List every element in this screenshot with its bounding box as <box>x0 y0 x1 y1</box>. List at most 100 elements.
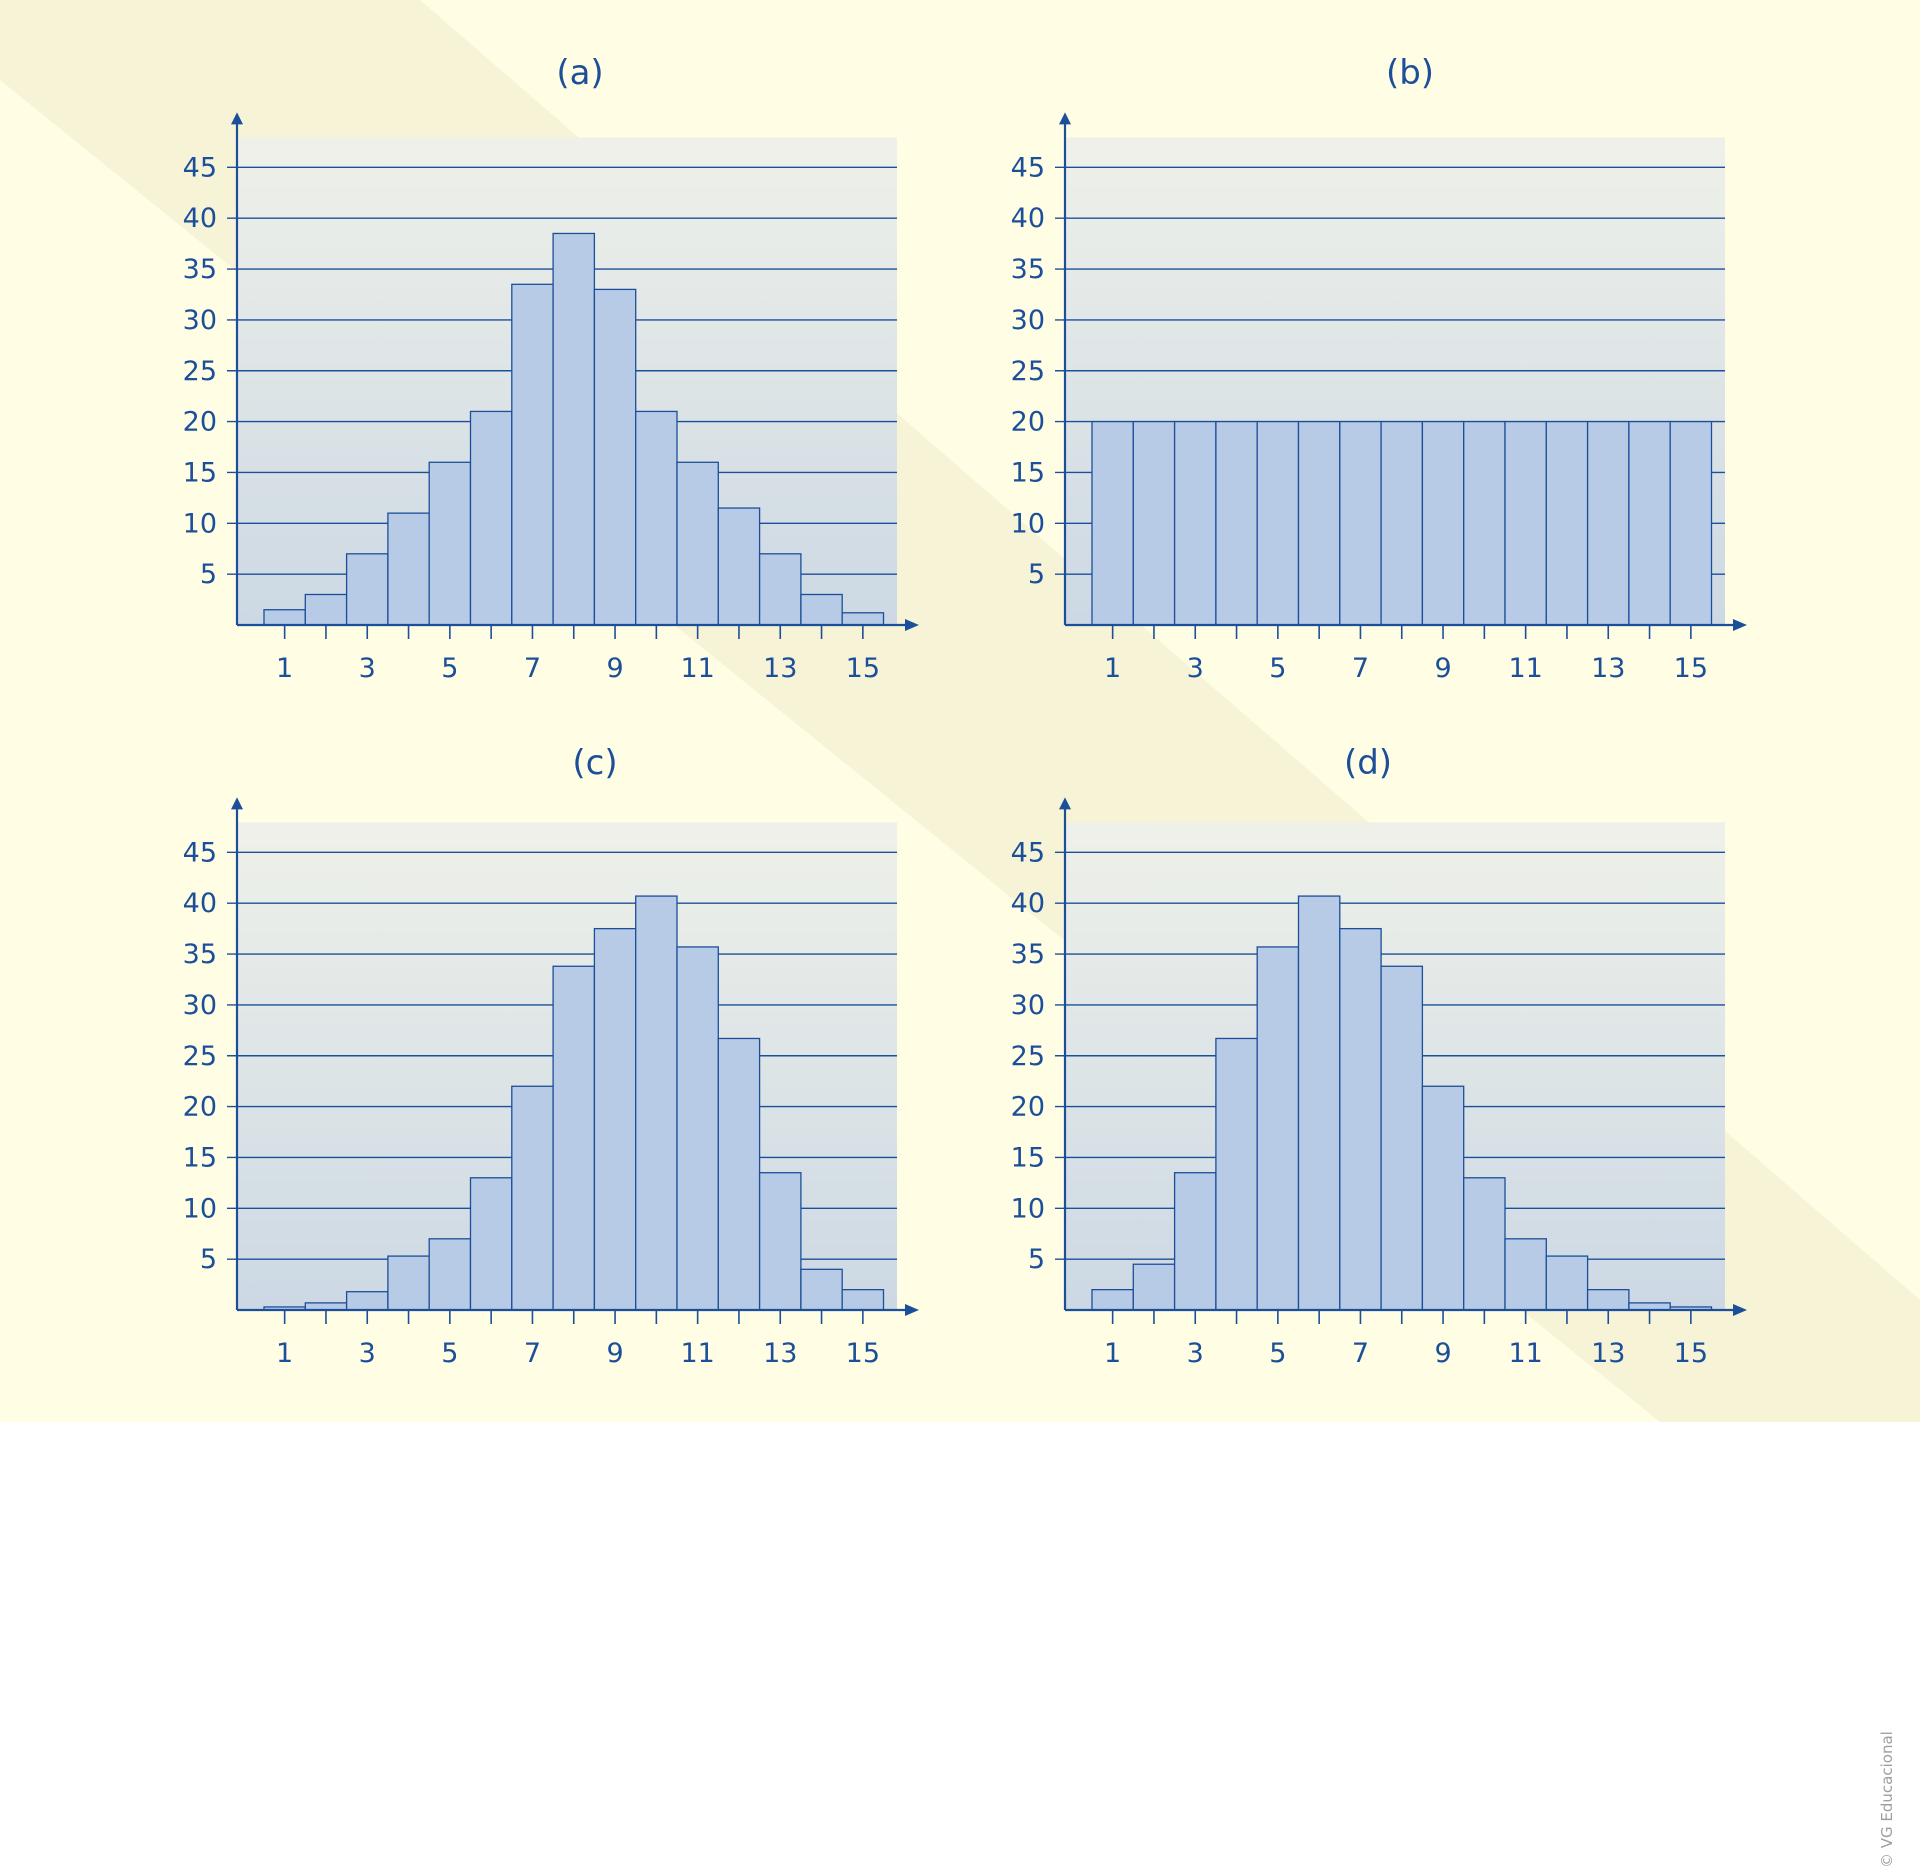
x-tick-label: 7 <box>1352 653 1369 684</box>
x-tick-label: 5 <box>1269 653 1286 684</box>
bar <box>387 1255 430 1311</box>
bar <box>552 232 596 626</box>
x-tick-label: 13 <box>763 1338 797 1369</box>
x-tick-label: 11 <box>1508 653 1542 684</box>
chart-title: (c) <box>572 743 617 783</box>
x-tick-label: 11 <box>1508 1338 1542 1369</box>
y-tick-label: 35 <box>1011 939 1045 970</box>
bar <box>428 1238 472 1311</box>
bar <box>428 461 472 626</box>
bar <box>304 593 348 626</box>
x-tick-label: 13 <box>1591 1338 1625 1369</box>
bar <box>1463 1177 1506 1311</box>
x-axis-arrow <box>905 1304 919 1316</box>
x-tick-label: 3 <box>1187 1338 1204 1369</box>
y-axis-arrow <box>1059 112 1071 125</box>
x-tick-label: 9 <box>1434 1338 1451 1369</box>
y-tick-label: 35 <box>183 939 217 970</box>
y-tick-label: 45 <box>183 837 217 868</box>
bar <box>345 1291 389 1311</box>
chart-title: (d) <box>1344 743 1392 783</box>
bar <box>1215 1037 1258 1311</box>
bar <box>1504 420 1547 626</box>
y-tick-label: 40 <box>183 888 217 919</box>
x-axis-arrow <box>1733 619 1747 631</box>
bar <box>1297 895 1341 1311</box>
y-tick-label: 25 <box>183 356 217 387</box>
y-tick-label: 40 <box>1011 888 1045 919</box>
x-tick-label: 15 <box>846 1338 880 1369</box>
x-tick-label: 15 <box>1674 653 1708 684</box>
x-tick-label: 3 <box>359 653 376 684</box>
x-tick-label: 9 <box>1434 653 1451 684</box>
bar <box>1421 1085 1465 1311</box>
bar <box>1339 420 1382 626</box>
x-tick-label: 7 <box>524 653 541 684</box>
bar <box>635 895 678 1311</box>
y-tick-label: 30 <box>183 305 217 336</box>
y-axis-arrow <box>231 112 243 125</box>
bar <box>1091 420 1134 626</box>
y-tick-label: 15 <box>183 457 217 488</box>
y-tick-label: 15 <box>1011 457 1045 488</box>
x-tick-label: 11 <box>680 653 714 684</box>
y-tick-label: 15 <box>1011 1142 1045 1173</box>
x-tick-label: 9 <box>606 1338 623 1369</box>
y-axis-arrow <box>231 797 243 810</box>
bar <box>635 410 678 626</box>
x-tick-label: 3 <box>1187 653 1204 684</box>
bar <box>717 507 761 626</box>
y-tick-label: 30 <box>183 990 217 1021</box>
bar <box>1256 946 1300 1311</box>
bar <box>1339 927 1382 1311</box>
y-axis-arrow <box>1059 797 1071 810</box>
bar <box>758 1172 802 1311</box>
y-tick-label: 45 <box>183 152 217 183</box>
bar <box>841 1289 885 1311</box>
y-tick-label: 30 <box>1011 990 1045 1021</box>
bar <box>511 1085 554 1311</box>
y-tick-label: 35 <box>1011 254 1045 285</box>
bar <box>1256 420 1300 626</box>
bar <box>469 410 513 626</box>
chart-title: (b) <box>1386 53 1434 93</box>
bar <box>511 283 554 626</box>
x-tick-label: 3 <box>359 1338 376 1369</box>
y-tick-label: 45 <box>1011 152 1045 183</box>
bar <box>717 1037 761 1311</box>
x-tick-label: 13 <box>763 653 797 684</box>
y-tick-label: 20 <box>1011 407 1045 438</box>
x-tick-label: 5 <box>441 653 458 684</box>
bar <box>387 512 430 626</box>
x-tick-label: 1 <box>1104 653 1121 684</box>
bar <box>345 553 389 626</box>
bar <box>1421 420 1465 626</box>
y-tick-label: 5 <box>200 559 217 590</box>
y-tick-label: 5 <box>1028 559 1045 590</box>
x-tick-label: 7 <box>524 1338 541 1369</box>
x-axis-arrow <box>1733 1304 1747 1316</box>
y-tick-label: 20 <box>1011 1092 1045 1123</box>
x-tick-label: 15 <box>846 653 880 684</box>
y-tick-label: 10 <box>183 1193 217 1224</box>
bar <box>1215 420 1258 626</box>
y-tick-label: 15 <box>183 1142 217 1173</box>
chart-title: (a) <box>556 53 603 93</box>
bar <box>1173 1172 1217 1311</box>
bar <box>1545 420 1589 626</box>
bar <box>1463 420 1506 626</box>
bar <box>1297 420 1341 626</box>
y-tick-label: 25 <box>1011 1041 1045 1072</box>
y-tick-label: 40 <box>183 203 217 234</box>
x-tick-label: 13 <box>1591 653 1625 684</box>
bar <box>1545 1255 1589 1311</box>
bar <box>676 946 719 1311</box>
x-tick-label: 15 <box>1674 1338 1708 1369</box>
x-tick-label: 11 <box>680 1338 714 1369</box>
bar <box>1628 420 1671 626</box>
